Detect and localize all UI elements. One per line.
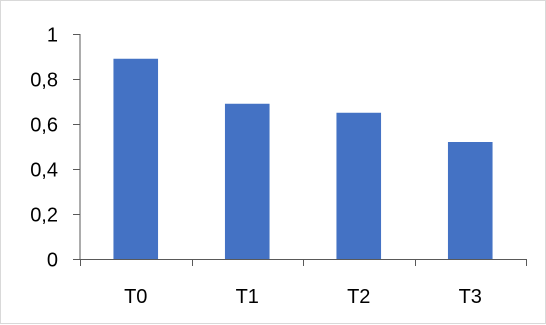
y-axis: 0 0,2 0,4 0,6 0,8 1 [30, 25, 81, 272]
y-tick-label: 0,6 [30, 115, 58, 137]
bars [113, 58, 493, 259]
x-tick-label: T2 [347, 286, 370, 308]
y-tick-label: 0,4 [30, 160, 58, 182]
bar-t0 [113, 58, 159, 259]
x-axis: T0 T1 T2 T3 [73, 259, 527, 308]
y-tick-label: 1 [47, 25, 58, 47]
y-tick-label: 0,8 [30, 70, 58, 92]
x-tick-label: T3 [459, 286, 482, 308]
x-tick-label: T0 [124, 286, 147, 308]
x-tick-label: T1 [236, 286, 259, 308]
y-tick-label: 0,2 [30, 205, 58, 227]
bar-t3 [447, 142, 493, 259]
bar-t2 [336, 112, 382, 259]
y-tick-label: 0 [47, 250, 58, 272]
bar-t1 [224, 103, 270, 259]
